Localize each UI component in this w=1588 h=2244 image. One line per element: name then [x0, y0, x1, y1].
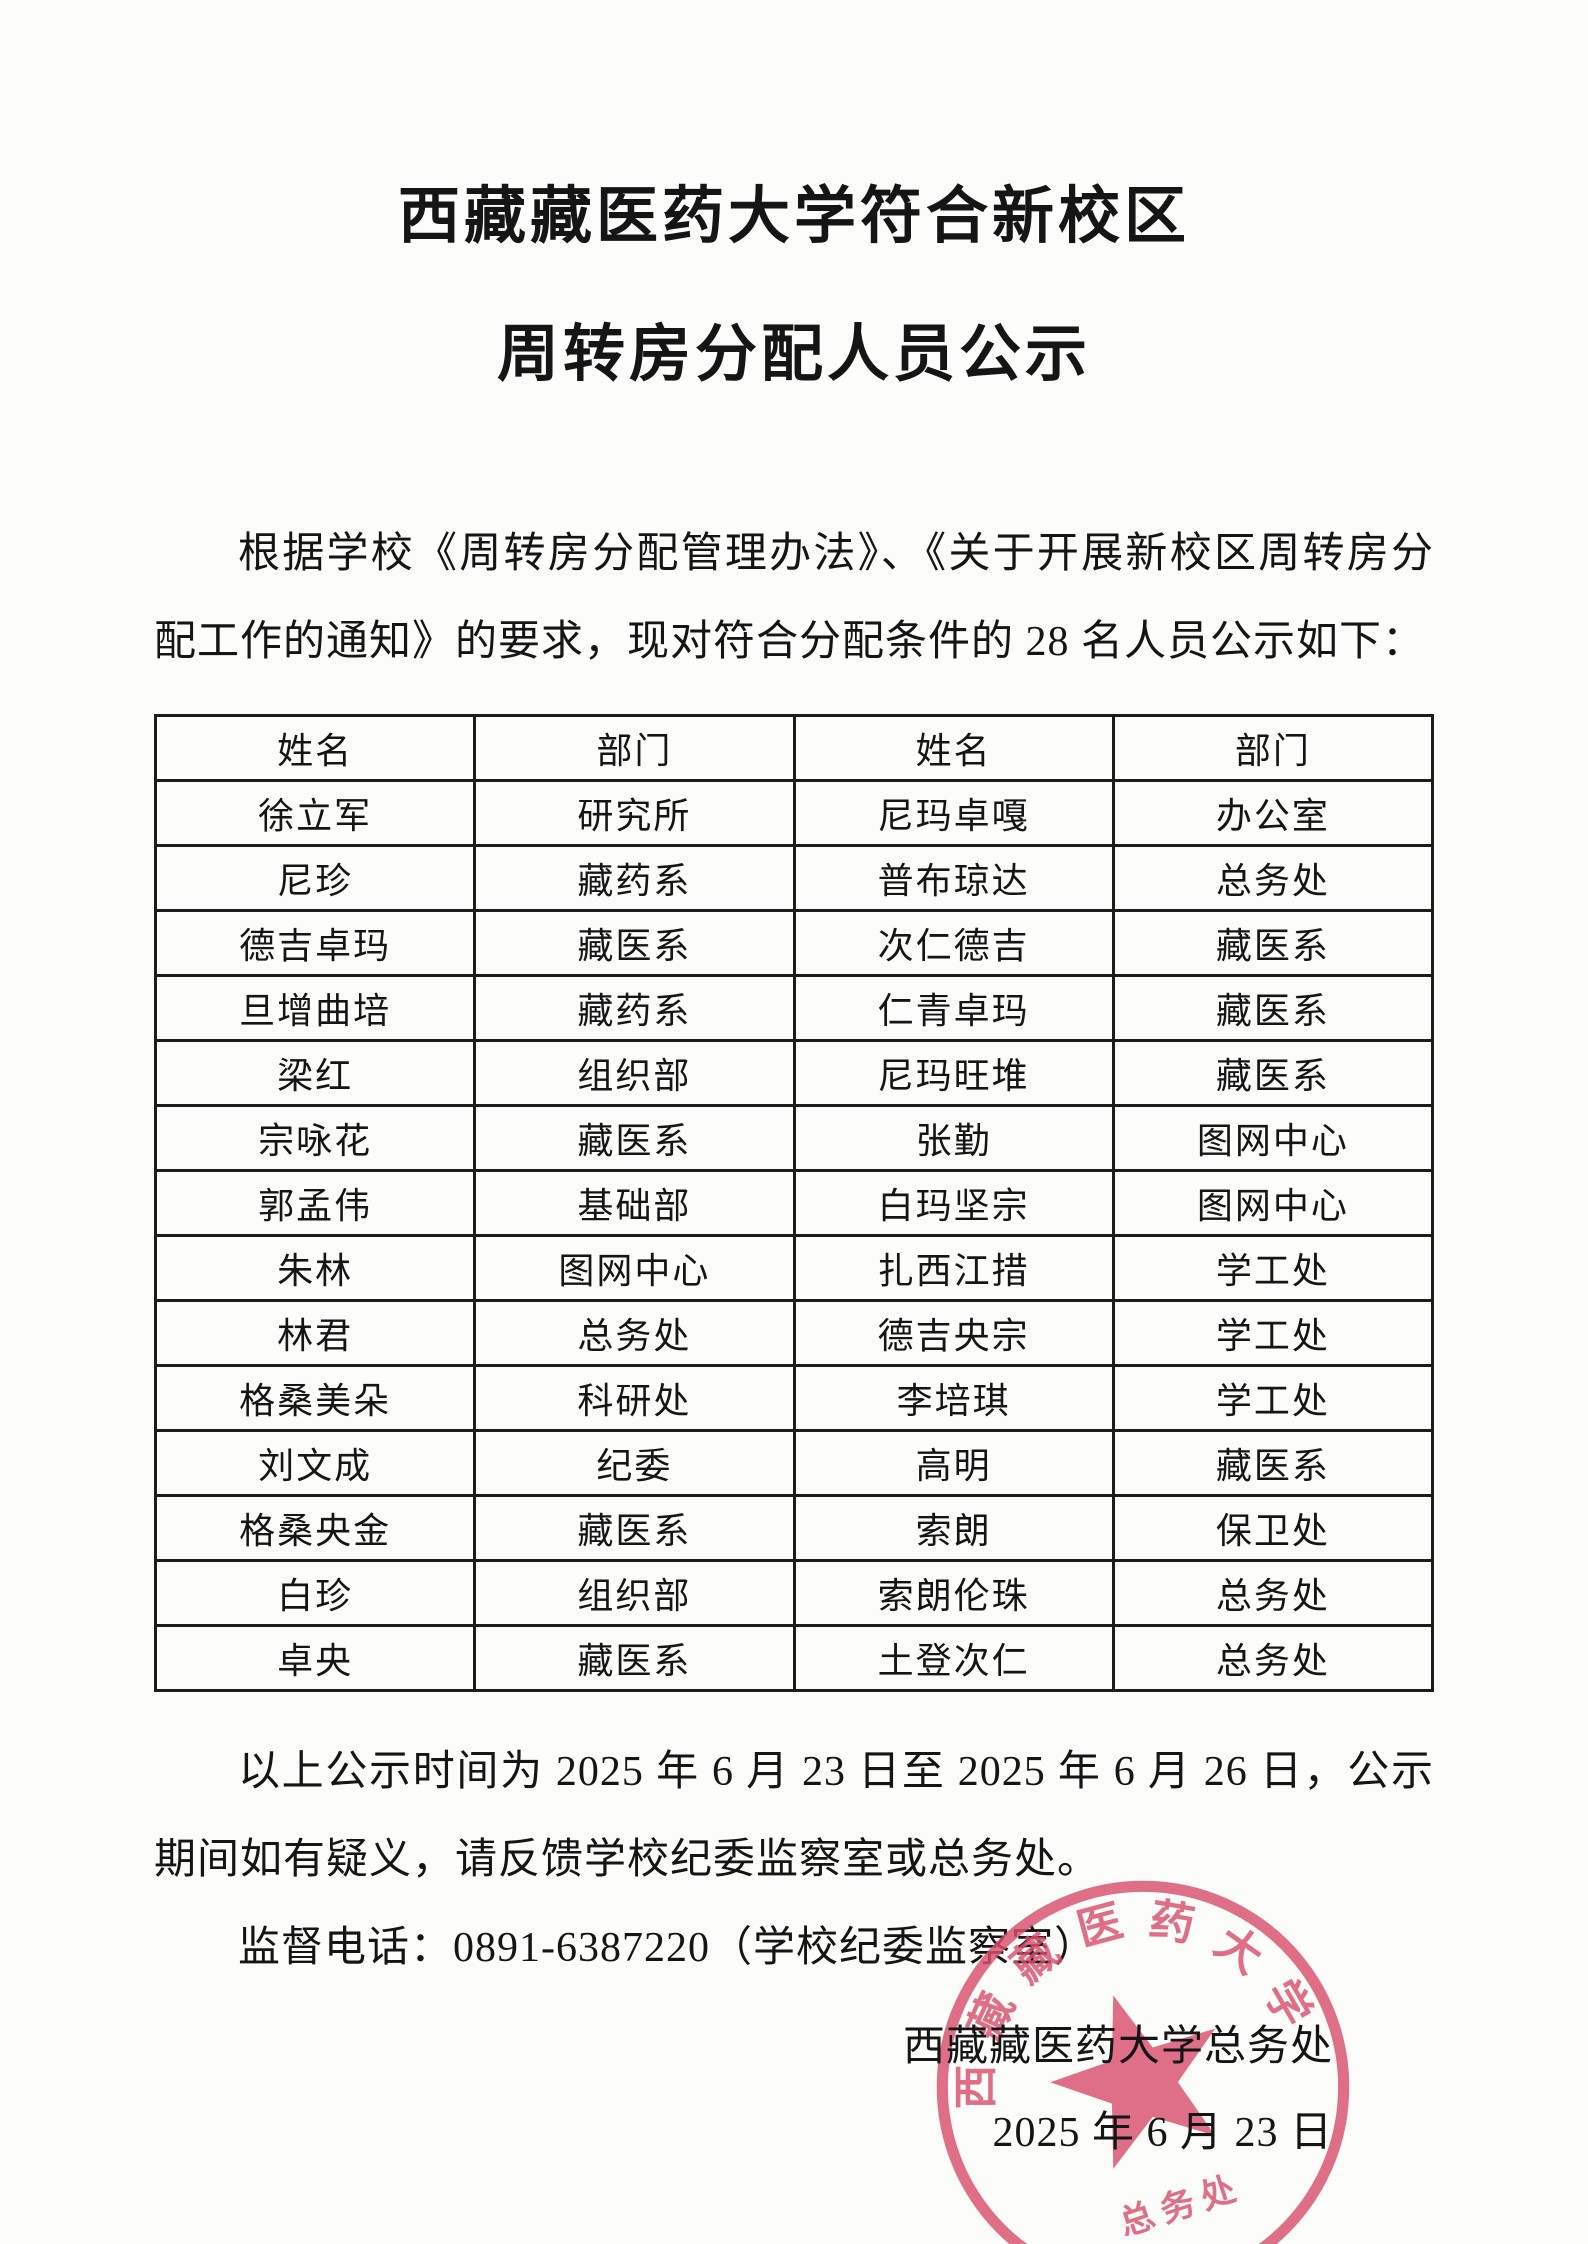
seal-star [1050, 1995, 1216, 2169]
table-row: 旦增曲培 藏药系 仁青卓玛 藏医系 [153, 974, 1435, 1042]
table-cell: 卓央 [153, 1624, 477, 1692]
table-cell: 研究所 [473, 779, 796, 847]
table-cell: 白珍 [153, 1559, 477, 1627]
table-cell: 图网中心 [1111, 1104, 1435, 1172]
table-cell: 徐立军 [153, 779, 477, 847]
table-row: 德吉卓玛 藏医系 次仁德吉 藏医系 [153, 909, 1435, 977]
table-row: 郭孟伟 基础部 白玛坚宗 图网中心 [153, 1169, 1435, 1237]
seal-ring-char: 药 [1146, 1894, 1199, 1951]
signature-block: 西藏藏医药大学总务处 2025 年 6 月 23 日 [0, 2004, 1588, 2176]
seal-ring-char: 西 [951, 2065, 1001, 2110]
table-cell: 藏医系 [1111, 909, 1435, 977]
table-cell: 纪委 [473, 1429, 796, 1497]
table-row: 格桑央金 藏医系 索朗 保卫处 [153, 1494, 1435, 1562]
table-cell: 土登次仁 [792, 1624, 1115, 1692]
table-header-cell: 姓名 [792, 714, 1115, 782]
table-cell: 图网中心 [1111, 1169, 1435, 1237]
table-cell: 德吉卓玛 [153, 909, 477, 977]
table-cell: 总务处 [1111, 1624, 1435, 1692]
document-title: 西藏藏医药大学符合新校区 周转房分配人员公示 [0, 148, 1588, 424]
table-body: 徐立军 研究所 尼玛卓嘎 办公室 尼珍 藏药系 普布琼达 总务处 德吉卓玛 藏医系 次仁德吉 藏医系旦… [153, 779, 1435, 1692]
table-cell: 科研处 [473, 1364, 796, 1432]
table-cell: 林君 [153, 1299, 477, 1367]
table-cell: 基础部 [473, 1169, 796, 1237]
table-cell: 德吉央宗 [792, 1299, 1115, 1367]
table-cell: 仁青卓玛 [792, 974, 1115, 1042]
table-cell: 藏医系 [473, 1494, 796, 1562]
table-cell: 尼玛旺堆 [792, 1039, 1115, 1107]
table-cell: 图网中心 [473, 1234, 796, 1302]
table-cell: 总务处 [1111, 844, 1435, 912]
allocation-table: 姓名 部门 姓名 部门 徐立军 研究所 尼玛卓嘎 办公室 尼珍 藏药系 普布琼达 总务处 德吉卓玛 藏医… [153, 714, 1435, 1692]
table-row: 宗咏花 藏医系 张勤 图网中心 [153, 1104, 1435, 1172]
seal-ring [936, 1880, 1350, 2244]
table-cell: 办公室 [1111, 779, 1435, 847]
table-header-cell: 部门 [473, 714, 796, 782]
official-seal: 西藏藏医药大学 总务处 [936, 1880, 1350, 2244]
table-cell: 总务处 [1111, 1559, 1435, 1627]
intro-paragraph: 根据学校《周转房分配管理办法》、《关于开展新校区周转房分配工作的通知》的要求，现… [154, 531, 1434, 665]
table-cell: 藏医系 [473, 909, 796, 977]
table-cell: 总务处 [473, 1299, 796, 1367]
table-cell: 藏药系 [473, 844, 796, 912]
title-line-1: 西藏藏医药大学符合新校区 [397, 183, 1190, 251]
table-cell: 组织部 [473, 1559, 796, 1627]
table-header-cell: 姓名 [153, 714, 477, 782]
table-row: 林君 总务处 德吉央宗 学工处 [153, 1299, 1435, 1367]
table-row: 白珍 组织部 索朗伦珠 总务处 [153, 1559, 1435, 1627]
table-header-row: 姓名 部门 姓名 部门 [153, 714, 1435, 782]
table-cell: 藏医系 [1111, 974, 1435, 1042]
table-cell: 普布琼达 [792, 844, 1115, 912]
table-cell: 藏医系 [473, 1104, 796, 1172]
table-cell: 高明 [792, 1429, 1115, 1497]
table-cell: 藏医系 [1111, 1429, 1435, 1497]
title-line-2: 周转房分配人员公示 [496, 321, 1091, 389]
seal-ring-char: 医 [1072, 1896, 1128, 1956]
table-cell: 格桑央金 [153, 1494, 477, 1562]
table-cell: 白玛坚宗 [792, 1169, 1115, 1237]
table-cell: 藏药系 [473, 974, 796, 1042]
table-cell: 保卫处 [1111, 1494, 1435, 1562]
table-cell: 藏医系 [473, 1624, 796, 1692]
table-cell: 朱林 [153, 1234, 477, 1302]
table-row: 徐立军 研究所 尼玛卓嘎 办公室 [153, 779, 1435, 847]
signature-date: 2025 年 6 月 23 日 [992, 2110, 1333, 2156]
seal-bottom-text: 总务处 [1115, 2168, 1248, 2244]
table-header-cell: 部门 [1111, 714, 1435, 782]
table-cell: 学工处 [1111, 1364, 1435, 1432]
table-cell: 藏医系 [1111, 1039, 1435, 1107]
table-cell: 尼玛卓嘎 [792, 779, 1115, 847]
table-cell: 学工处 [1111, 1234, 1435, 1302]
table-cell: 学工处 [1111, 1299, 1435, 1367]
table-cell: 格桑美朵 [153, 1364, 477, 1432]
phone-line: 监督电话：0891-6387220（学校纪委监察室） [238, 1925, 1097, 1971]
table-cell: 次仁德吉 [792, 909, 1115, 977]
closing-paragraph: 以上公示时间为 2025 年 6 月 23 日至 2025 年 6 月 26 日… [154, 1749, 1434, 1883]
table-row: 尼珍 藏药系 普布琼达 总务处 [153, 844, 1435, 912]
table-row: 刘文成 纪委 高明 藏医系 [153, 1429, 1435, 1497]
table-cell: 宗咏花 [153, 1104, 477, 1172]
table-cell: 扎西江措 [792, 1234, 1115, 1302]
table-row: 卓央 藏医系 土登次仁 总务处 [153, 1624, 1435, 1692]
table-cell: 索朗 [792, 1494, 1115, 1562]
table-cell: 郭孟伟 [153, 1169, 477, 1237]
table-cell: 李培琪 [792, 1364, 1115, 1432]
table-row: 朱林 图网中心 扎西江措 学工处 [153, 1234, 1435, 1302]
table-row: 格桑美朵 科研处 李培琪 学工处 [153, 1364, 1435, 1432]
table-cell: 张勤 [792, 1104, 1115, 1172]
table-cell: 旦增曲培 [153, 974, 477, 1042]
table-cell: 刘文成 [153, 1429, 477, 1497]
table-cell: 组织部 [473, 1039, 796, 1107]
table-cell: 索朗伦珠 [792, 1559, 1115, 1627]
table-row: 梁红 组织部 尼玛旺堆 藏医系 [153, 1039, 1435, 1107]
signature-org: 西藏藏医药大学总务处 [902, 2024, 1333, 2070]
table-cell: 梁红 [153, 1039, 477, 1107]
table-cell: 尼珍 [153, 844, 477, 912]
